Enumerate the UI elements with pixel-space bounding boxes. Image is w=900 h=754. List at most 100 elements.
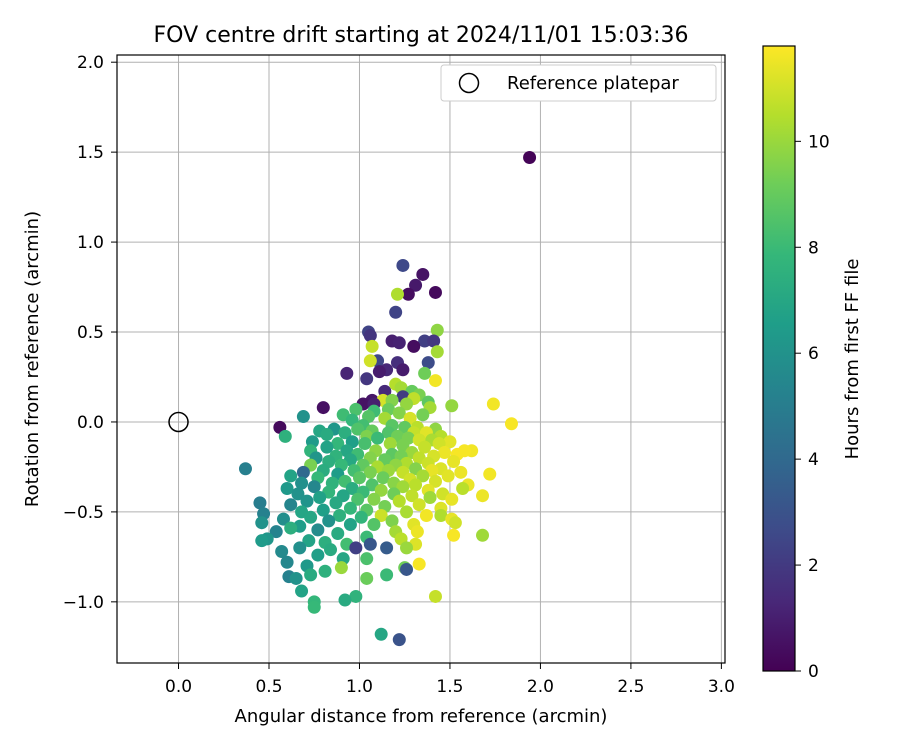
data-point bbox=[276, 512, 290, 526]
chart-title: FOV centre drift starting at 2024/11/01 … bbox=[154, 23, 689, 48]
data-point bbox=[438, 446, 452, 460]
data-point bbox=[320, 440, 334, 454]
data-point bbox=[291, 487, 305, 501]
data-point bbox=[238, 462, 252, 476]
data-point bbox=[280, 555, 294, 569]
data-point bbox=[293, 541, 307, 555]
data-point bbox=[300, 494, 314, 508]
data-point bbox=[338, 593, 352, 607]
data-point bbox=[447, 528, 461, 542]
data-point bbox=[376, 471, 390, 485]
data-point bbox=[434, 508, 448, 522]
data-point bbox=[400, 541, 414, 555]
axes: 0.0 0.5 1.0 1.5 2.0 2.5 3.0 −1.0 −0.5 0.0 0.5 1.0 1.… bbox=[63, 53, 735, 697]
data-point bbox=[483, 467, 497, 481]
data-point bbox=[405, 489, 419, 503]
legend: Reference platepar bbox=[440, 64, 717, 102]
y-tick-label: 2.0 bbox=[77, 53, 104, 73]
data-point bbox=[380, 541, 394, 555]
grid-lines bbox=[117, 55, 725, 663]
data-points bbox=[168, 151, 537, 647]
data-point bbox=[412, 498, 426, 512]
plot-frame bbox=[116, 54, 726, 664]
data-point bbox=[383, 437, 397, 451]
data-point bbox=[343, 517, 357, 531]
data-point bbox=[367, 492, 381, 506]
y-tick-label: 1.0 bbox=[77, 233, 104, 253]
data-point bbox=[418, 440, 432, 454]
data-point bbox=[428, 374, 442, 388]
x-tick-label: 3.0 bbox=[708, 677, 735, 697]
data-point bbox=[430, 323, 444, 337]
data-point bbox=[351, 422, 365, 436]
data-point bbox=[345, 482, 359, 496]
data-point bbox=[389, 305, 403, 319]
data-point bbox=[269, 525, 283, 539]
data-point bbox=[289, 571, 303, 585]
data-point bbox=[523, 151, 537, 165]
data-point bbox=[427, 334, 441, 348]
data-point bbox=[400, 505, 414, 519]
data-point bbox=[333, 508, 347, 522]
legend-marker bbox=[458, 72, 480, 94]
data-point bbox=[476, 489, 490, 503]
data-point bbox=[363, 354, 377, 368]
data-point bbox=[313, 491, 327, 505]
colorbar-frame bbox=[762, 45, 796, 672]
data-point bbox=[416, 408, 430, 422]
colorbar-tick-label: 0 bbox=[808, 662, 819, 682]
data-point bbox=[409, 278, 423, 292]
data-point bbox=[392, 633, 406, 647]
y-tick-label: 0.0 bbox=[77, 413, 104, 433]
data-point bbox=[275, 544, 289, 558]
data-point bbox=[410, 525, 424, 539]
data-point bbox=[296, 410, 310, 424]
data-point bbox=[441, 469, 455, 483]
data-point bbox=[396, 258, 410, 272]
data-point bbox=[349, 589, 363, 603]
y-tick-label: 0.5 bbox=[77, 323, 104, 343]
data-point bbox=[302, 534, 316, 548]
data-point bbox=[392, 494, 406, 508]
data-point bbox=[311, 548, 325, 562]
legend-label: Reference platepar bbox=[507, 73, 679, 94]
data-point bbox=[284, 498, 298, 512]
data-point bbox=[304, 510, 318, 524]
x-tick-label: 1.0 bbox=[346, 677, 373, 697]
data-point bbox=[307, 600, 321, 614]
data-point bbox=[390, 287, 404, 301]
data-point bbox=[307, 480, 321, 494]
y-axis-label: Rotation from reference (arcmin) bbox=[22, 211, 43, 507]
data-point bbox=[360, 571, 374, 585]
data-point bbox=[329, 496, 343, 510]
data-point bbox=[412, 557, 426, 571]
data-point bbox=[349, 541, 363, 555]
data-point bbox=[416, 267, 430, 281]
data-point bbox=[363, 329, 377, 343]
data-point bbox=[421, 356, 435, 370]
x-axis-label: Angular distance from reference (arcmin) bbox=[235, 706, 608, 727]
x-tick-label: 2.5 bbox=[617, 677, 644, 697]
colorbar-tick-label: 2 bbox=[808, 556, 819, 576]
colorbar-tick-label: 8 bbox=[808, 238, 819, 258]
data-point bbox=[340, 366, 354, 380]
colorbar-tick-label: 4 bbox=[808, 450, 819, 470]
data-point bbox=[284, 469, 298, 483]
data-point bbox=[255, 534, 269, 548]
data-point bbox=[352, 471, 366, 485]
data-point bbox=[416, 469, 430, 483]
data-point bbox=[334, 561, 348, 575]
data-point bbox=[354, 510, 368, 524]
data-point bbox=[476, 528, 490, 542]
data-point bbox=[418, 366, 432, 380]
data-point bbox=[295, 584, 309, 598]
colorbar-tick-label: 6 bbox=[808, 344, 819, 364]
data-point bbox=[445, 399, 459, 413]
data-point bbox=[351, 492, 365, 506]
data-point bbox=[428, 474, 442, 488]
colorbar-ticks: 0 2 4 6 8 10 bbox=[795, 132, 830, 682]
data-point bbox=[423, 491, 437, 505]
data-point bbox=[280, 482, 294, 496]
